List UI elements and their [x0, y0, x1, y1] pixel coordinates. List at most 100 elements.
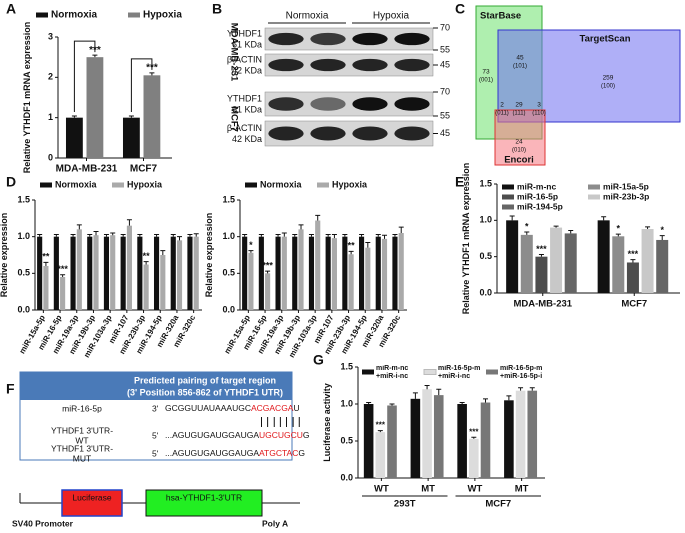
- error-bar: [70, 233, 76, 237]
- sequence-site: ATGCTAC: [259, 448, 298, 458]
- significance-label: ***: [262, 261, 273, 271]
- error-bar: [275, 233, 281, 237]
- venn-code: (001): [479, 78, 493, 84]
- y-tick-label: 1.0: [17, 231, 30, 241]
- sequence-label: miR-16-5p: [62, 403, 102, 413]
- y-axis-label: Relative YTHDF1 mRNA expression: [22, 21, 33, 174]
- error-bar: [615, 233, 621, 237]
- error-bar: [389, 403, 395, 406]
- error-bar: [436, 388, 442, 396]
- sequence-site: UGCUGCU: [259, 430, 303, 440]
- legend-swatch: [36, 12, 48, 18]
- legend-label: Hypoxia: [127, 179, 163, 189]
- size-marker: 55: [440, 110, 450, 120]
- blot-band: [310, 58, 346, 72]
- protein-size: 61 KDa: [232, 39, 262, 49]
- legend-label: Hypoxia: [332, 179, 368, 189]
- x-tick-label: WT: [374, 484, 389, 495]
- bar: [153, 236, 160, 310]
- legend-label: Normoxia: [51, 10, 98, 21]
- sequence-part: ...AGUGUGAUGGAUGA: [165, 448, 259, 458]
- sequence-end: 5': [152, 448, 159, 458]
- y-tick-label: 1.5: [17, 194, 30, 204]
- error-bar: [103, 233, 109, 237]
- legend-swatch: [128, 12, 140, 18]
- bar: [65, 117, 83, 158]
- bar: [387, 405, 397, 478]
- error-bar: [382, 234, 388, 239]
- size-marker: 45: [440, 59, 450, 69]
- legend-swatch: [362, 369, 374, 375]
- protein-name: YTHDF1: [227, 93, 262, 103]
- venn-count: 29: [515, 102, 523, 109]
- bar: [381, 238, 388, 310]
- panel-letter: D: [6, 174, 16, 190]
- error-bar: [392, 233, 398, 237]
- sequence-part: G: [298, 448, 305, 458]
- error-bar: [149, 72, 155, 76]
- venn-count: 3: [537, 102, 541, 109]
- error-bar: [412, 392, 418, 399]
- bar: [342, 236, 348, 310]
- y-axis-label-text: Relative YTHDF1 mRNA expression: [22, 21, 33, 174]
- bar: [363, 404, 374, 478]
- venn-count: 45: [516, 55, 524, 62]
- significance-bracket: [73, 40, 96, 113]
- sequence-site: ACGACGA: [251, 403, 294, 413]
- venn-code: (111): [512, 111, 525, 117]
- error-bar: [483, 398, 489, 403]
- error-bar: [92, 54, 98, 58]
- sequence-end: 3': [152, 403, 159, 413]
- error-bar: [553, 225, 559, 228]
- y-tick-label: 1.5: [340, 361, 353, 371]
- error-bar: [518, 387, 524, 391]
- y-tick-label: 0.0: [222, 304, 235, 314]
- panel-letter: C: [455, 1, 465, 17]
- y-tick-label: 1.5: [222, 194, 235, 204]
- significance-label: **: [143, 251, 151, 261]
- error-bar: [529, 387, 535, 391]
- bar: [308, 236, 315, 310]
- error-bar: [37, 233, 43, 237]
- panel-letter: B: [212, 1, 222, 17]
- significance-label: **: [348, 241, 356, 251]
- bar: [110, 235, 116, 310]
- bar: [60, 277, 66, 310]
- error-bar: [298, 224, 304, 230]
- venn-set-label: StarBase: [480, 11, 521, 22]
- bar: [469, 438, 479, 478]
- error-bar: [143, 261, 149, 265]
- error-bar: [76, 224, 82, 230]
- venn-count: 73: [482, 69, 490, 76]
- y-axis-label-text: Relative YTHDF1 mRNA expression: [461, 162, 472, 315]
- legend-swatch: [486, 369, 498, 375]
- blot-band: [394, 126, 430, 141]
- error-bar: [365, 242, 371, 248]
- y-tick-label: 1.0: [222, 231, 235, 241]
- bar: [103, 236, 110, 310]
- panel-letter: E: [455, 174, 464, 190]
- bar: [331, 238, 337, 310]
- legend-label: miR-16-5p-m +miR-i-nc: [438, 365, 480, 380]
- bar: [527, 390, 538, 478]
- bar: [375, 432, 386, 478]
- error-bar: [359, 233, 365, 237]
- pairing-header: [20, 372, 292, 400]
- y-axis-label-group: Relative YTHDF1 mRNA expression: [22, 21, 33, 174]
- error-bar: [281, 232, 287, 237]
- bar: [93, 235, 99, 310]
- legend-swatch: [588, 184, 600, 190]
- sequence: ...AGUGUGAUGGAUGAATGCTACG: [165, 448, 305, 458]
- bar: [86, 57, 104, 158]
- legend-swatch: [588, 194, 600, 200]
- error-bar: [137, 233, 143, 237]
- legend-swatch: [317, 182, 329, 188]
- bar: [122, 117, 140, 158]
- y-axis-label: Relative YTHDF1 mRNA expression: [461, 162, 472, 315]
- blot-band: [268, 97, 304, 111]
- significance-label: **: [42, 252, 50, 262]
- legend-label: miR-m-nc +miR-i-nc: [376, 365, 408, 380]
- error-bar: [120, 233, 126, 237]
- error-bar: [160, 250, 166, 255]
- blot-band: [394, 58, 430, 72]
